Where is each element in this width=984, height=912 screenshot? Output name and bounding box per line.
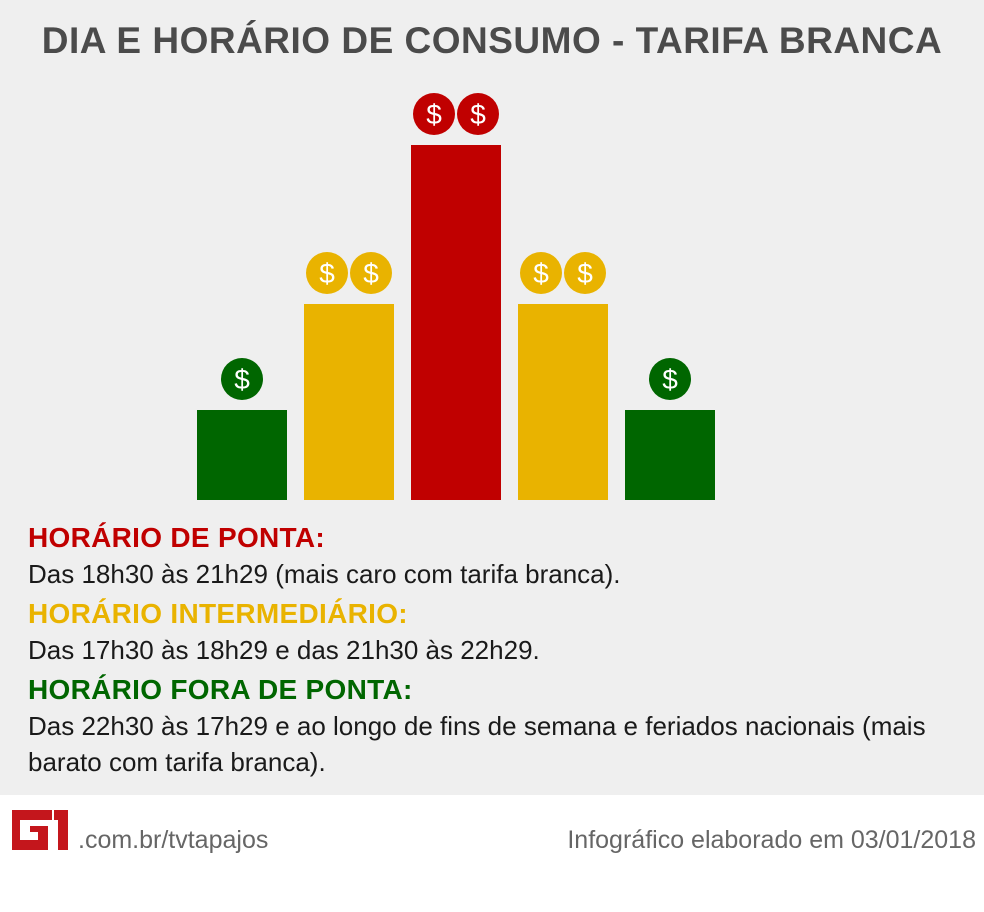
legend-heading-intermediate: HORÁRIO INTERMEDIÁRIO: — [28, 598, 408, 629]
site-link-text: .com.br/tvtapajos — [78, 826, 269, 854]
svg-text:$: $ — [577, 258, 593, 289]
dollar-coin-icon: $ — [306, 252, 348, 294]
dollar-coin-icon: $ — [649, 358, 691, 400]
svg-text:$: $ — [533, 258, 549, 289]
infographic-card: DIA E HORÁRIO DE CONSUMO - TARIFA BRANCA… — [0, 0, 984, 795]
dollar-coin-icon: $ — [350, 252, 392, 294]
legend: HORÁRIO DE PONTA: Das 18h30 às 21h29 (ma… — [28, 520, 968, 784]
bar-4 — [625, 410, 715, 500]
legend-text-peak: Das 18h30 às 21h29 (mais caro com tarifa… — [28, 559, 621, 589]
footer — [0, 795, 984, 912]
svg-text:$: $ — [363, 258, 379, 289]
credit-text: Infográfico elaborado em 03/01/2018 — [567, 826, 976, 854]
bar-0 — [197, 410, 287, 500]
dollar-coin-icon: $ — [520, 252, 562, 294]
legend-text-offpeak: Das 22h30 às 17h29 e ao longo de fins de… — [28, 711, 926, 777]
bar-3 — [518, 304, 608, 500]
legend-heading-peak: HORÁRIO DE PONTA: — [28, 522, 326, 553]
svg-text:$: $ — [319, 258, 335, 289]
dollar-coin-icon: $ — [413, 93, 455, 135]
bar-chart: $ $ $ $ $ $ $ $ — [197, 93, 715, 500]
g1-logo — [12, 810, 68, 850]
bar-2 — [411, 145, 501, 500]
svg-text:$: $ — [234, 364, 250, 395]
legend-text-intermediate: Das 17h30 às 18h29 e das 21h30 às 22h29. — [28, 635, 540, 665]
svg-text:$: $ — [426, 99, 442, 130]
dollar-coin-icon: $ — [221, 358, 263, 400]
dollar-coin-icon: $ — [457, 93, 499, 135]
legend-heading-offpeak: HORÁRIO FORA DE PONTA: — [28, 674, 413, 705]
chart-title: DIA E HORÁRIO DE CONSUMO - TARIFA BRANCA — [41, 20, 943, 61]
svg-text:$: $ — [662, 364, 678, 395]
dollar-coin-icon: $ — [564, 252, 606, 294]
svg-text:$: $ — [470, 99, 486, 130]
bar-1 — [304, 304, 394, 500]
